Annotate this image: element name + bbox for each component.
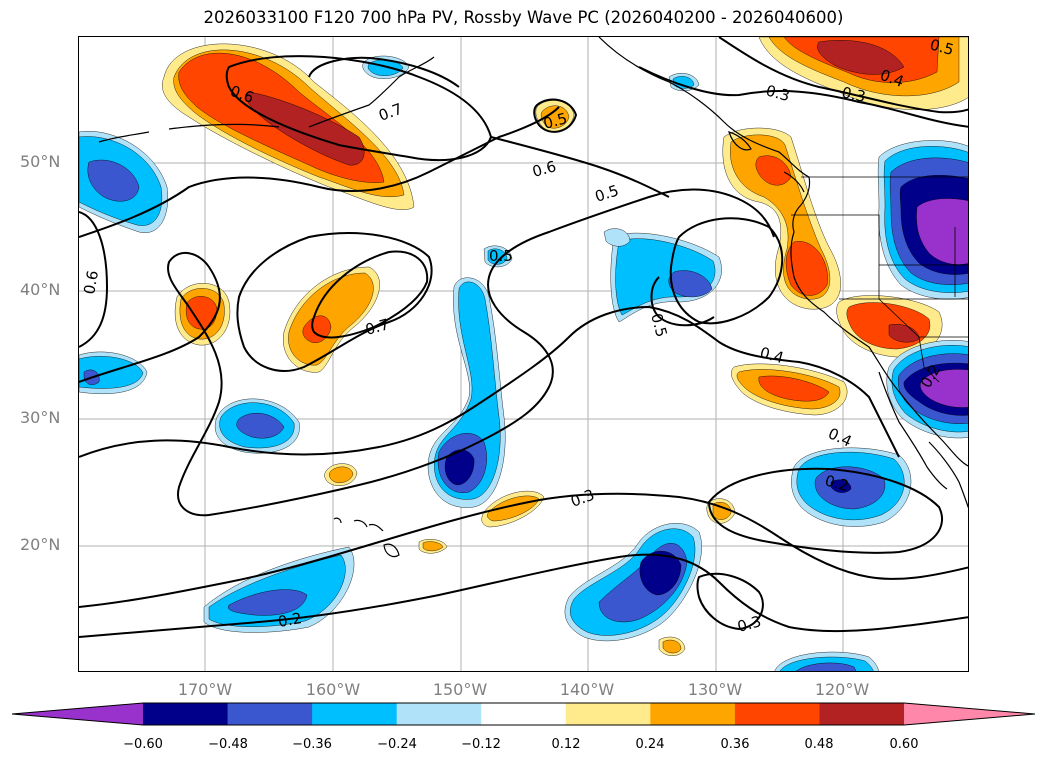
contour-label: 0.3: [840, 83, 867, 106]
contour-label: 0.2: [277, 609, 304, 631]
contour-label: 0.5: [489, 247, 513, 265]
colorbar-extension-low: [12, 703, 143, 725]
lon-label-130w: 130°W: [687, 680, 743, 699]
pv-contours: [79, 37, 968, 638]
colorbar-cell: [227, 703, 313, 725]
lat-label-30n: 30°N: [20, 408, 61, 427]
lon-label-170w: 170°W: [177, 680, 233, 699]
colorbar-cell: [819, 703, 905, 725]
map-plot: 0.6 0.7 0.5 0.6 0.5 0.3 0.3 0.4 0.5 0.6 …: [79, 37, 968, 671]
contour-labels: 0.6 0.7 0.5 0.6 0.5 0.3 0.3 0.4 0.5 0.6 …: [80, 37, 955, 636]
colorbar-tick: 0.48: [804, 737, 834, 752]
colorbar-cell: [650, 703, 736, 725]
contour-label: 0.7: [376, 100, 405, 125]
contour-label: 0.4: [758, 343, 786, 367]
lat-label-40n: 40°N: [20, 280, 61, 299]
political-borders: [791, 176, 968, 383]
map-frame: 0.6 0.7 0.5 0.6 0.5 0.3 0.3 0.4 0.5 0.6 …: [78, 36, 969, 672]
contour-label: 0.6: [80, 269, 102, 296]
negative-anomaly-shading: [79, 55, 968, 671]
contour-label: 0.7: [363, 315, 391, 339]
colorbar-cell: [312, 703, 398, 725]
lon-label-140w: 140°W: [559, 680, 615, 699]
contour-label: 0.3: [764, 81, 792, 105]
colorbar-cell: [143, 703, 229, 725]
colorbar-cell: [734, 703, 820, 725]
colorbar: [11, 702, 1036, 726]
contour-label: 0.5: [928, 37, 956, 59]
contour-label: 0.3: [568, 486, 597, 511]
colorbar-tick: 0.24: [635, 737, 665, 752]
lon-label-150w: 150°W: [432, 680, 488, 699]
colorbar-extension-high: [904, 703, 1035, 725]
colorbar-tick: 0.12: [551, 737, 581, 752]
colorbar-cell: [481, 703, 567, 725]
colorbar-tick: −0.12: [461, 737, 501, 752]
lat-label-20n: 20°N: [20, 535, 61, 554]
map-title: 2026033100 F120 700 hPa PV, Rossby Wave …: [203, 8, 844, 27]
colorbar-tick: −0.48: [208, 737, 248, 752]
colorbar-cell: [396, 703, 482, 725]
colorbar-tick: 0.36: [720, 737, 750, 752]
lat-label-50n: 50°N: [20, 152, 61, 171]
contour-label: 0.5: [593, 181, 621, 205]
contour-label: 0.5: [541, 109, 569, 133]
contour-label: 0.2: [823, 471, 851, 495]
colorbar-tick: −0.24: [377, 737, 417, 752]
colorbar-outline: [11, 702, 1036, 726]
lon-label-120w: 120°W: [814, 680, 870, 699]
contour-label: 0.3: [735, 612, 763, 636]
contour-label: 0.6: [530, 157, 558, 181]
colorbar-tick: −0.60: [123, 737, 163, 752]
colorbar-cell: [565, 703, 651, 725]
contour-label: 0.4: [825, 424, 854, 450]
colorbar-tick: −0.36: [292, 737, 332, 752]
colorbar-tick: 0.60: [889, 737, 919, 752]
lon-label-160w: 160°W: [305, 680, 361, 699]
contour-label: 0.5: [647, 311, 671, 339]
